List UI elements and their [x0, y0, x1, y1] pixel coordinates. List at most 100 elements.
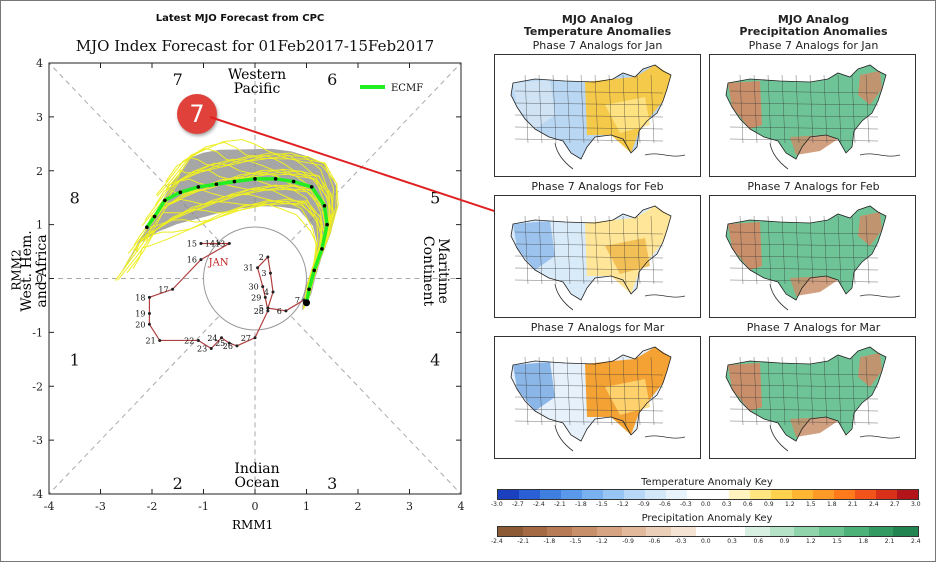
mexico-outline [769, 142, 789, 170]
cool-anomaly-region [513, 80, 555, 129]
observed-point [147, 295, 151, 299]
state-border [729, 90, 879, 94]
state-border [636, 356, 641, 426]
state-border [650, 74, 655, 144]
key-value-label: -0.6 [659, 501, 671, 508]
key-value-label: 0.0 [701, 501, 711, 508]
state-border [753, 356, 758, 426]
key-swatch [572, 527, 597, 536]
mexico-outline [554, 283, 574, 311]
state-border [538, 215, 543, 285]
temp-key-bar [497, 489, 919, 500]
state-border [851, 356, 856, 426]
state-border [729, 372, 879, 376]
observed-day-label: 22 [184, 336, 194, 345]
state-border [514, 243, 664, 247]
country-outline [725, 205, 887, 301]
key-swatch [603, 490, 624, 499]
guide-diagonal [48, 316, 219, 495]
observed-day-label: 20 [135, 320, 145, 329]
key-value-label: 0.9 [764, 501, 774, 508]
state-border [514, 267, 664, 271]
key-swatch [540, 490, 561, 499]
y-tick-label: 0 [36, 273, 43, 286]
state-border [729, 231, 879, 235]
key-swatch [582, 490, 603, 499]
precip-key-bar [497, 526, 919, 537]
key-swatch [596, 527, 622, 536]
state-border [767, 356, 772, 426]
observed-day-label: 23 [197, 345, 207, 354]
dry-anomaly-region [728, 222, 762, 270]
state-border [552, 74, 557, 144]
state-border [524, 215, 529, 285]
state-border [580, 74, 585, 144]
observed-day-label: 7 [295, 296, 300, 305]
state-border [823, 356, 828, 426]
state-border [729, 114, 879, 118]
observed-point [271, 290, 275, 294]
state-border [514, 384, 664, 388]
precip-row-label-jan: Phase 7 Analogs for Jan [748, 39, 879, 52]
phase-label-8: 8 [70, 189, 80, 208]
ecmf-point [273, 177, 278, 181]
state-border [739, 74, 744, 144]
key-value-label: -1.5 [596, 501, 608, 508]
state-border [514, 408, 664, 412]
key-value-label: 2.4 [869, 501, 879, 508]
caribbean-outline [644, 294, 686, 298]
observed-day-label: 25 [215, 339, 225, 348]
observed-point [266, 255, 270, 259]
state-border [514, 255, 664, 259]
state-border [767, 215, 772, 285]
ecmf-point [232, 179, 237, 184]
y-tick-label: -1 [32, 326, 43, 339]
cool-anomaly-region [513, 221, 555, 270]
x-tick-label: -2 [147, 500, 158, 513]
observed-point [158, 338, 162, 342]
chart-title: MJO Index Forecast for 01Feb2017-15Feb20… [75, 37, 435, 55]
state-border [795, 74, 800, 144]
key-swatch [794, 527, 820, 536]
caribbean-outline [859, 294, 901, 298]
observed-point [209, 347, 213, 351]
dry-anomaly-region [728, 363, 762, 411]
month-label-jan: JAN [208, 257, 229, 268]
key-swatch [670, 527, 696, 536]
state-border [514, 372, 664, 376]
state-border [809, 74, 814, 144]
country-outline [510, 64, 672, 160]
key-swatch [843, 527, 869, 536]
y-tick-label: -4 [32, 488, 43, 501]
state-border [739, 215, 744, 285]
phase-label-1: 1 [70, 350, 80, 369]
observed-point [268, 271, 272, 275]
observed-point [227, 241, 231, 245]
state-border [729, 396, 879, 400]
key-value-label: -1.8 [575, 501, 587, 508]
state-border [729, 138, 879, 142]
temp-map-feb [494, 195, 701, 318]
ecmf-point [196, 185, 201, 189]
state-border [566, 215, 571, 285]
key-swatch [893, 527, 918, 536]
legend-label-ecmf: ECMF [391, 83, 423, 94]
key-swatch [561, 490, 582, 499]
key-swatch [720, 527, 746, 536]
temp-row-label-mar: Phase 7 Analogs for Mar [530, 321, 665, 334]
key-value-label: -0.3 [680, 501, 692, 508]
observed-day-label: 28 [254, 307, 264, 316]
state-border [729, 102, 879, 106]
key-swatch [834, 490, 855, 499]
key-swatch [708, 490, 729, 499]
key-value-label: -2.4 [533, 501, 545, 508]
state-border [566, 74, 571, 144]
state-border [753, 74, 758, 144]
observed-day-label: 30 [249, 283, 259, 292]
observed-day-label: 24 [207, 334, 217, 343]
observed-point [147, 322, 151, 326]
phase-label-5: 5 [430, 189, 440, 208]
y-tick-label: 1 [36, 219, 43, 232]
key-value-label: 0.6 [743, 501, 753, 508]
state-border [739, 356, 744, 426]
